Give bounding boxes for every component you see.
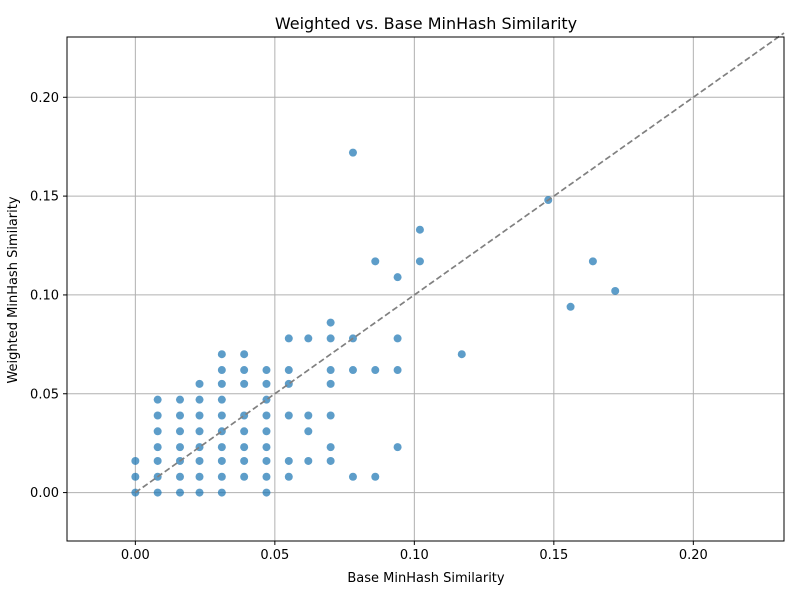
scatter-point [175,427,184,436]
scatter-point [153,395,162,404]
scatter-point [262,366,271,375]
scatter-point [153,411,162,420]
scatter-point [195,427,204,436]
scatter-point [262,456,271,465]
scatter-point [195,472,204,481]
scatter-point [262,411,271,420]
x-tick-label: 0.15 [539,548,568,563]
scatter-point [304,456,313,465]
scatter-point [175,488,184,497]
x-axis-label: Base MinHash Similarity [347,571,505,586]
scatter-point [153,456,162,465]
scatter-point [566,302,575,311]
scatter-point [153,443,162,452]
scatter-point [284,411,293,420]
scatter-point [348,366,357,375]
y-tick-label: 0.05 [30,387,59,402]
y-tick-label: 0.10 [30,288,59,303]
scatter-point [217,472,226,481]
scatter-point [348,472,357,481]
scatter-point [217,379,226,388]
scatter-point [240,443,249,452]
scatter-point [262,427,271,436]
x-tick-label: 0.00 [121,548,150,563]
scatter-point [153,427,162,436]
scatter-point [371,257,380,266]
scatter-point [326,318,335,327]
x-tick-label: 0.20 [679,548,708,563]
scatter-point [588,257,597,266]
scatter-point [304,411,313,420]
scatter-point [217,443,226,452]
scatter-point [175,443,184,452]
x-tick-label: 0.05 [260,548,289,563]
scatter-point [240,456,249,465]
scatter-point [304,427,313,436]
scatter-point [153,488,162,497]
scatter-point [284,456,293,465]
scatter-point [457,350,466,359]
scatter-point [217,488,226,497]
scatter-point [217,456,226,465]
scatter-point [195,456,204,465]
scatter-point [262,443,271,452]
scatter-point [131,472,140,481]
reference-line-layer [134,32,785,494]
y-tick-label: 0.20 [30,91,59,106]
scatter-point [240,350,249,359]
scatter-point [348,148,357,157]
scatter-point [240,379,249,388]
reference-line [134,32,785,494]
scatter-point [240,366,249,375]
scatter-point [240,427,249,436]
scatter-point [326,366,335,375]
x-tick-label: 0.10 [400,548,429,563]
scatter-point [240,472,249,481]
scatter-point [371,472,380,481]
scatter-point [195,379,204,388]
scatter-point [304,334,313,343]
scatter-point [284,334,293,343]
scatter-point [611,286,620,295]
scatter-point [217,350,226,359]
scatter-point [131,456,140,465]
scatter-point [326,411,335,420]
scatter-point [217,366,226,375]
scatter-point [326,379,335,388]
scatter-point [284,366,293,375]
scatter-point [175,395,184,404]
chart-title: Weighted vs. Base MinHash Similarity [275,14,577,33]
y-axis-label: Weighted MinHash Similarity [6,196,21,383]
scatter-point [262,488,271,497]
scatter-point [415,257,424,266]
scatter-point [326,443,335,452]
scatter-point [195,488,204,497]
scatter-point [393,273,402,282]
scatter-point [175,472,184,481]
scatter-point [415,225,424,234]
x-axis-ticks: 0.00 0.05 0.10 0.15 0.20 [121,541,708,563]
scatter-point [262,472,271,481]
y-axis-ticks: 0.00 0.05 0.10 0.15 0.20 [30,91,67,501]
grid [67,37,784,541]
scatter-point [217,395,226,404]
scatter-point [393,366,402,375]
scatter-point [393,443,402,452]
scatter-point [326,456,335,465]
scatter-point [393,334,402,343]
scatter-point [195,411,204,420]
plot-frame [66,36,785,542]
y-tick-label: 0.15 [30,190,59,205]
scatter-point [284,472,293,481]
y-tick-label: 0.00 [30,486,59,501]
scatter-point [262,379,271,388]
scatter-point [371,366,380,375]
scatter-point [195,395,204,404]
scatter-point [175,411,184,420]
scatter-point [326,334,335,343]
scatter-point [217,411,226,420]
